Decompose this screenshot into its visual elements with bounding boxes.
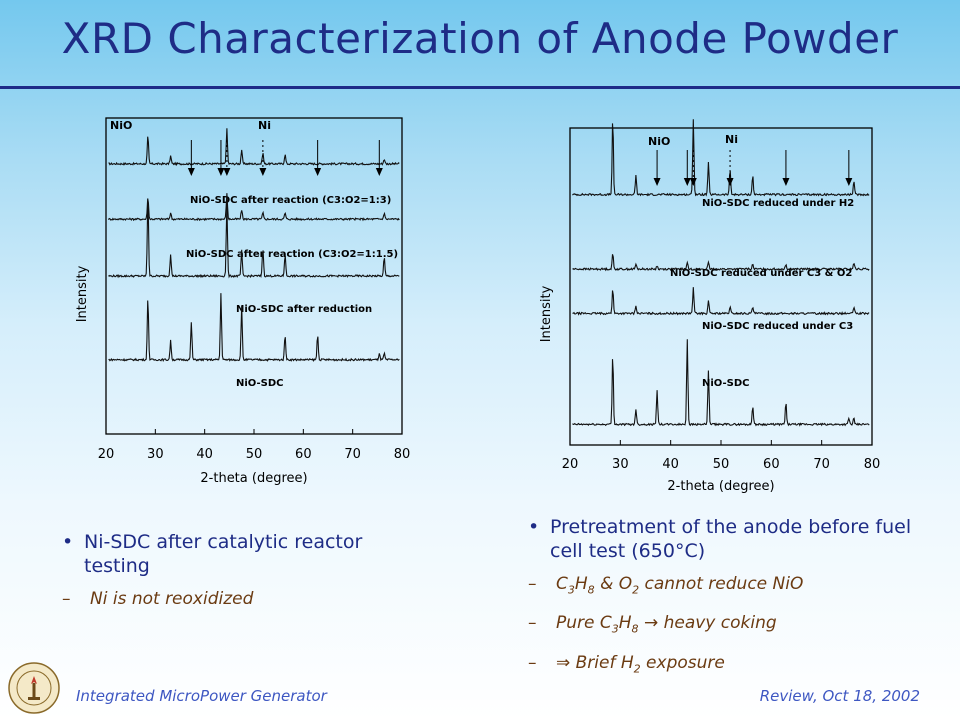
bullet-text: Ni-SDC after catalytic reactor testing <box>84 531 363 577</box>
x-tick-label: 40 <box>196 447 213 462</box>
x-tick-label: 60 <box>295 447 312 462</box>
sub-bullet-c3h8-o2: C3H8 & O2 cannot reduce NiO <box>528 572 918 602</box>
bullet-ni-sdc: Ni-SDC after catalytic reactor testing <box>62 530 382 578</box>
sub-bullet-pure-c3h8: Pure C3H8 → heavy coking <box>528 611 918 641</box>
nio-phase-label: NiO <box>648 135 670 148</box>
subscript: 3 <box>567 583 575 597</box>
subscript: 2 <box>633 662 641 676</box>
pattern-label: NiO-SDC reduced under C3 <box>702 321 853 332</box>
pattern-label: NiO-SDC after reaction (C3:O2=1:3) <box>190 195 391 206</box>
x-tick-label: 60 <box>763 457 780 472</box>
x-tick-label: 50 <box>713 457 730 472</box>
text-part: H <box>618 613 632 634</box>
title-divider <box>0 86 960 89</box>
x-tick-label: 30 <box>612 457 629 472</box>
pattern-label: NiO-SDC after reduction <box>236 304 372 315</box>
text-part: & O <box>594 574 633 594</box>
y-axis-label: Intensity <box>539 285 554 342</box>
x-tick-label: 40 <box>662 457 679 472</box>
arrow-head-icon <box>683 178 691 186</box>
x-tick-label: 20 <box>98 447 115 462</box>
bullet-pretreatment: Pretreatment of the anode before fuel ce… <box>528 515 918 563</box>
ni-phase-label: Ni <box>725 133 738 146</box>
nio-phase-label: NiO <box>110 119 132 132</box>
xrd-chart-right: NiO Ni NiO-SDC reduced under H2 NiO-SDC r… <box>530 118 880 498</box>
plot-frame <box>569 127 873 446</box>
y-axis-label: Intensity <box>75 265 90 322</box>
footer-date: Review, Oct 18, 2002 <box>759 687 920 705</box>
text-part: exposure <box>640 652 725 673</box>
arrow-head-icon <box>375 168 383 176</box>
xrd-pattern-line <box>572 254 870 272</box>
x-axis-label: 2-theta (degree) <box>667 479 774 494</box>
left-bullet-list: Ni-SDC after catalytic reactor testing N… <box>62 530 382 611</box>
x-tick-label: 30 <box>147 447 164 462</box>
arrow-head-icon <box>689 178 697 186</box>
text-part: C <box>556 574 568 594</box>
arrow-head-icon <box>259 168 267 176</box>
arrow-head-icon <box>314 168 322 176</box>
subscript: 2 <box>632 583 640 597</box>
arrow-head-icon <box>726 178 734 186</box>
x-tick-label: 80 <box>394 447 411 462</box>
bullet-text: Pretreatment of the anode before fuel ce… <box>550 516 912 562</box>
text-part: cannot reduce NiO <box>639 574 804 594</box>
sub-bullet-not-reoxidized: Ni is not reoxidized <box>62 587 382 611</box>
text-part: ⇒ Brief H <box>556 652 634 673</box>
arrow-head-icon <box>782 178 790 186</box>
slide-title: XRD Characterization of Anode Powder <box>61 14 899 63</box>
x-axis-label: 2-theta (degree) <box>200 471 307 486</box>
caltech-seal-logo <box>8 662 60 714</box>
xrd-pattern-line <box>108 193 400 222</box>
xrd-pattern-line <box>108 293 400 363</box>
xrd-chart-right-svg: NiO Ni NiO-SDC reduced under H2 NiO-SDC r… <box>539 119 881 494</box>
arrow-head-icon <box>187 168 195 176</box>
x-tick-label: 70 <box>344 447 361 462</box>
sub-bullet-h2-exposure: ⇒ Brief H2 exposure <box>528 651 918 681</box>
arrow-head-icon <box>217 168 225 176</box>
x-tick-label: 80 <box>864 457 881 472</box>
xrd-chart-left-svg: NiO Ni NiO-SDC after reaction (C3:O2=1:3… <box>75 117 411 486</box>
arrow-head-icon <box>223 168 231 176</box>
subscript: 8 <box>631 622 639 636</box>
xrd-pattern-line <box>572 339 870 427</box>
subscript: 8 <box>587 583 595 597</box>
pattern-label: NiO-SDC reduced under H2 <box>702 198 854 209</box>
pattern-label: NiO-SDC <box>236 378 283 389</box>
xrd-pattern-line <box>572 287 870 316</box>
pattern-label: NiO-SDC reduced under C3 & O2 <box>670 268 852 279</box>
subscript: 3 <box>611 622 619 636</box>
arrow-head-icon <box>845 178 853 186</box>
text-part: H <box>574 574 588 594</box>
xrd-pattern-line <box>108 128 400 167</box>
footer-project-name: Integrated MicroPower Generator <box>76 687 327 705</box>
xrd-pattern-line <box>572 119 870 197</box>
text-part: Pure C <box>556 613 612 634</box>
pattern-label: NiO-SDC <box>702 378 749 389</box>
x-tick-label: 50 <box>246 447 263 462</box>
sub-bullet-text: Ni is not reoxidized <box>90 589 254 609</box>
xrd-chart-left: NiO Ni NiO-SDC after reaction (C3:O2=1:3… <box>66 117 412 488</box>
x-tick-label: 70 <box>813 457 830 472</box>
x-tick-label: 20 <box>562 457 579 472</box>
arrow-head-icon <box>653 178 661 186</box>
ni-phase-label: Ni <box>258 119 271 132</box>
xrd-pattern-line <box>108 202 400 279</box>
right-bullet-list: Pretreatment of the anode before fuel ce… <box>528 515 918 681</box>
text-part: → heavy coking <box>638 613 777 634</box>
pattern-label: NiO-SDC after reaction (C3:O2=1:1.5) <box>186 249 398 260</box>
